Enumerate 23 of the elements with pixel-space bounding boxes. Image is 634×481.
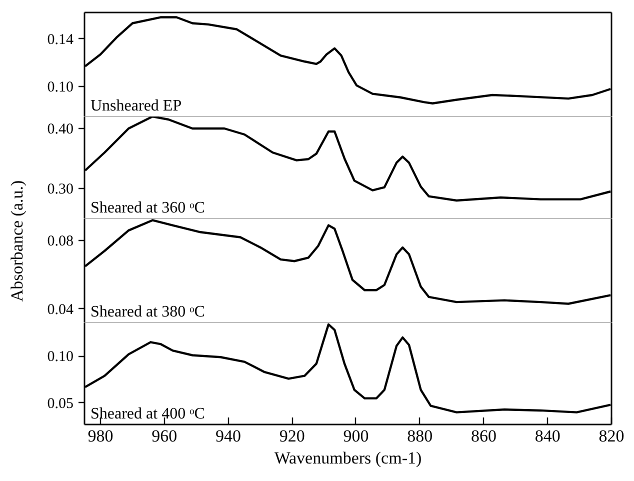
x-tick-label: 900 [343, 426, 369, 446]
x-tick-label: 960 [152, 426, 178, 446]
series-label: Sheared at 360 ᵒC [90, 200, 205, 216]
x-tick-label: 840 [534, 426, 560, 446]
y-tick-label: 0.10 [47, 80, 74, 96]
series-label: Sheared at 400 ᵒC [90, 406, 205, 422]
x-axis-title: Wavenumbers (cm-1) [274, 448, 422, 468]
y-tick-label: 0.30 [47, 182, 74, 198]
x-tick-label: 880 [407, 426, 433, 446]
x-tick-label: 980 [88, 426, 114, 446]
y-tick-label: 0.08 [47, 234, 74, 250]
y-tick-label: 0.05 [47, 396, 74, 412]
text: Sheared at 380 ᵒC [90, 304, 205, 320]
y-tick-label: 0.10 [47, 349, 74, 366]
x-tick-label: 920 [279, 426, 305, 446]
series-label: Unsheared EP [90, 98, 182, 114]
y-tick-label: 0.14 [47, 32, 74, 48]
y-tick-label: 0.04 [47, 302, 74, 318]
x-tick-label: 940 [215, 426, 241, 446]
x-tick-label: 820 [598, 426, 624, 446]
y-axis-title: Absorbance (a.u.) [8, 180, 26, 302]
y-tick-label: 0.40 [47, 122, 74, 138]
x-tick-label: 860 [470, 426, 496, 446]
